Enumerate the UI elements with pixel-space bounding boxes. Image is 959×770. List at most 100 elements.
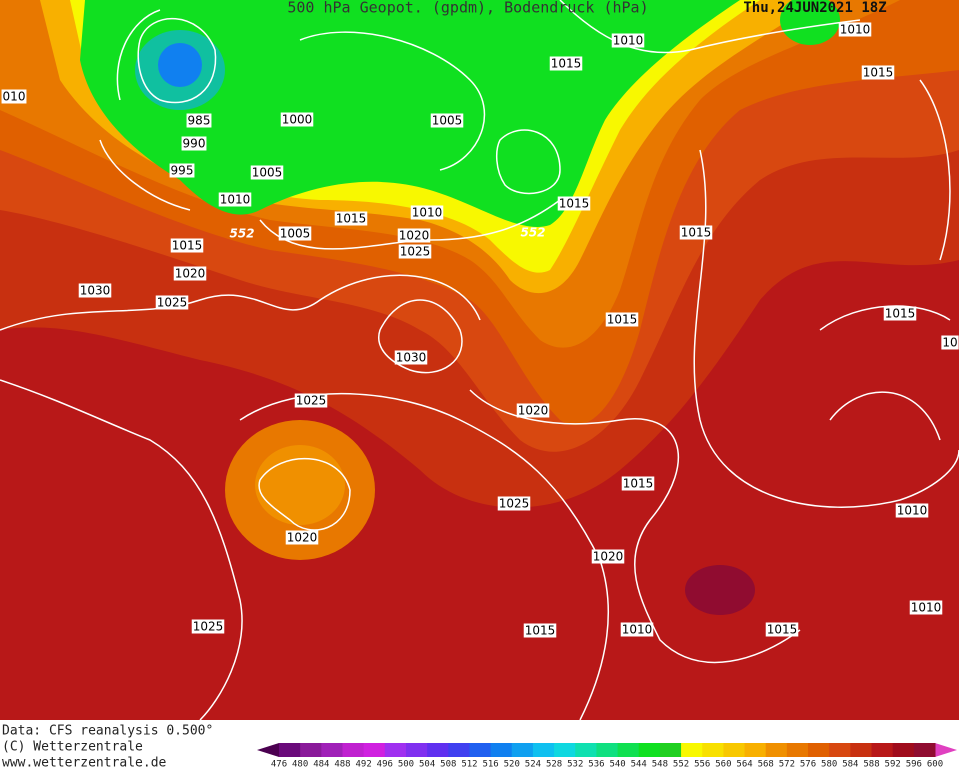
legend-label: 560 <box>715 760 731 770</box>
label-box <box>191 619 225 634</box>
legend-label: 508 <box>440 760 456 770</box>
isobar-label: 1015 <box>681 226 712 240</box>
label-box <box>497 496 531 511</box>
legend-swatch <box>427 743 449 757</box>
legend-swatch <box>490 743 513 757</box>
legend-swatch <box>596 743 619 757</box>
isobar-label: 1010 <box>840 23 871 37</box>
legend-swatch <box>575 743 597 757</box>
legend-swatch <box>384 743 407 757</box>
legend-swatch <box>511 743 534 757</box>
legend-swatch <box>532 743 555 757</box>
legend-swatch <box>765 743 788 757</box>
label-box <box>278 226 312 241</box>
isobar-label: 1010 <box>911 601 942 615</box>
label-box <box>838 22 872 37</box>
legend-swatch <box>829 743 851 757</box>
legend-label: 528 <box>546 760 562 770</box>
isobar-label: 552 <box>520 226 545 240</box>
label-box <box>398 244 432 259</box>
isobar-label: 1015 <box>551 57 582 71</box>
footer-text: Data: CFS reanalysis 0.500° <box>2 724 213 739</box>
legend-label: 484 <box>313 760 329 770</box>
label-box <box>218 192 252 207</box>
legend-label: 576 <box>800 760 816 770</box>
isobar-label: 1015 <box>525 624 556 638</box>
label-box <box>621 476 655 491</box>
label-box <box>679 225 713 240</box>
legend-swatch <box>808 743 830 757</box>
legend-label: 568 <box>758 760 774 770</box>
isobar-label: 1015 <box>767 623 798 637</box>
label-box <box>861 65 895 80</box>
isobar-label: 985 <box>188 114 211 128</box>
legend-swatch <box>321 743 343 757</box>
legend-swatch <box>469 743 492 757</box>
legend-label: 500 <box>398 760 414 770</box>
label-box <box>516 403 550 418</box>
label-box <box>186 113 212 128</box>
label-box <box>78 283 112 298</box>
isobar-label: 1020 <box>593 550 624 564</box>
isobar-label: 1030 <box>80 284 111 298</box>
isobar-label: 1015 <box>336 212 367 226</box>
legend-label: 476 <box>271 760 287 770</box>
label-box <box>611 33 645 48</box>
legend-swatch <box>850 743 873 757</box>
label-box <box>895 503 929 518</box>
label-box <box>170 238 204 253</box>
isobar-label: 1005 <box>432 114 463 128</box>
legend-label: 596 <box>906 760 922 770</box>
isobar-label: 552 <box>229 227 254 241</box>
legend-label: 540 <box>609 760 625 770</box>
legend-swatch <box>659 743 682 757</box>
legend-label: 552 <box>673 760 689 770</box>
legend-label: 512 <box>461 760 477 770</box>
isobar-label: 1020 <box>175 267 206 281</box>
isobar-label: 1025 <box>157 296 188 310</box>
legend-label: 572 <box>779 760 795 770</box>
isobar-label: 1020 <box>518 404 549 418</box>
label-box <box>410 205 444 220</box>
isobar-label: 10 <box>942 336 957 350</box>
isobar-label: 1005 <box>280 227 311 241</box>
isobar-label: 1015 <box>623 477 654 491</box>
legend-label: 564 <box>736 760 752 770</box>
legend-swatch <box>448 743 470 757</box>
label-box <box>173 266 207 281</box>
legend-label: 580 <box>821 760 837 770</box>
map-date: Thu,24JUN2021 18Z <box>743 0 886 16</box>
legend-swatch <box>300 743 322 757</box>
legend-label: 480 <box>292 760 308 770</box>
isobar-label: 1015 <box>559 197 590 211</box>
legend-label: 520 <box>504 760 520 770</box>
legend-label: 548 <box>652 760 668 770</box>
legend-label: 544 <box>631 760 647 770</box>
legend-swatch <box>554 743 576 757</box>
isobar-label: 1015 <box>172 239 203 253</box>
isobar-label: 1010 <box>412 206 443 220</box>
label-box <box>620 622 654 637</box>
map-field <box>0 0 959 720</box>
label-box <box>1 89 27 104</box>
legend-label: 588 <box>863 760 879 770</box>
legend-label: 584 <box>842 760 858 770</box>
legend-swatch <box>744 743 767 757</box>
isobar-label: 1010 <box>613 34 644 48</box>
label-box <box>557 196 591 211</box>
isobar-label: 010 <box>3 90 26 104</box>
legend-label: 600 <box>927 760 943 770</box>
legend-label: 592 <box>885 760 901 770</box>
label-box <box>397 228 431 243</box>
isobar-label: 1005 <box>252 166 283 180</box>
legend-label: 488 <box>334 760 350 770</box>
legend-swatch <box>617 743 640 757</box>
legend-swatch <box>681 743 703 757</box>
legend-swatch <box>913 743 936 757</box>
legend-swatch <box>638 743 661 757</box>
label-box <box>155 295 189 310</box>
legend-swatch <box>405 743 428 757</box>
label-box <box>591 549 625 564</box>
legend-arrow-right <box>935 743 957 757</box>
